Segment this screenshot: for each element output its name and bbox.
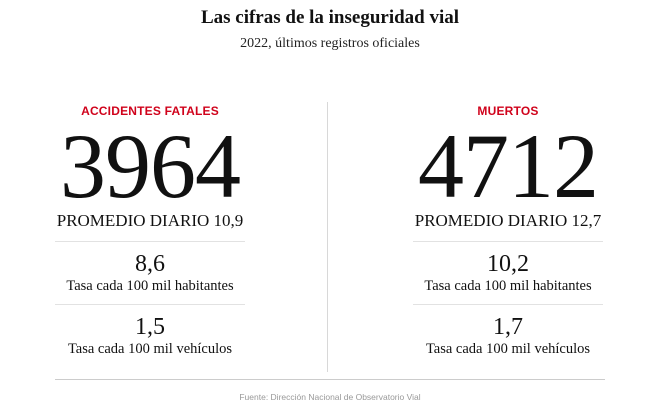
divider [55,304,245,305]
deaths-label: MUERTOS [477,104,539,118]
deaths-rate-inhabitants-value: 10,2 [487,251,529,277]
fatal-accidents-rate-inhabitants-value: 8,6 [135,251,165,277]
deaths-rate-inhabitants-desc: Tasa cada 100 mil habitantes [424,278,592,294]
divider [413,241,603,242]
deaths-column: MUERTOS 4712 PROMEDIO DIARIO 12,7 10,2 T… [413,100,603,358]
fatal-accidents-rate-inhabitants-desc: Tasa cada 100 mil habitantes [66,278,234,294]
fatal-accidents-label: ACCIDENTES FATALES [81,104,219,118]
fatal-accidents-number: 3964 [60,115,241,217]
divider [413,304,603,305]
deaths-daily-average: PROMEDIO DIARIO 12,7 [414,211,602,230]
fatal-accidents-rate-vehicles-value: 1,5 [135,314,165,340]
fatal-accidents-rate-vehicles-desc: Tasa cada 100 mil vehículos [67,341,233,357]
divider [55,241,245,242]
deaths-rate-vehicles-desc: Tasa cada 100 mil vehículos [425,341,591,357]
page-title: Las cifras de la inseguridad vial [200,7,460,28]
fatal-accidents-daily-average: PROMEDIO DIARIO 10,9 [56,211,244,230]
source-note: Fuente: Dirección Nacional de Observator… [239,392,421,402]
deaths-number: 4712 [418,115,599,217]
footer-rule [55,379,605,380]
deaths-rate-vehicles-value: 1,7 [493,314,523,340]
fatal-accidents-column: ACCIDENTES FATALES 3964 PROMEDIO DIARIO … [55,100,245,358]
page-subtitle: 2022, últimos registros oficiales [240,36,420,51]
column-separator [327,102,328,372]
